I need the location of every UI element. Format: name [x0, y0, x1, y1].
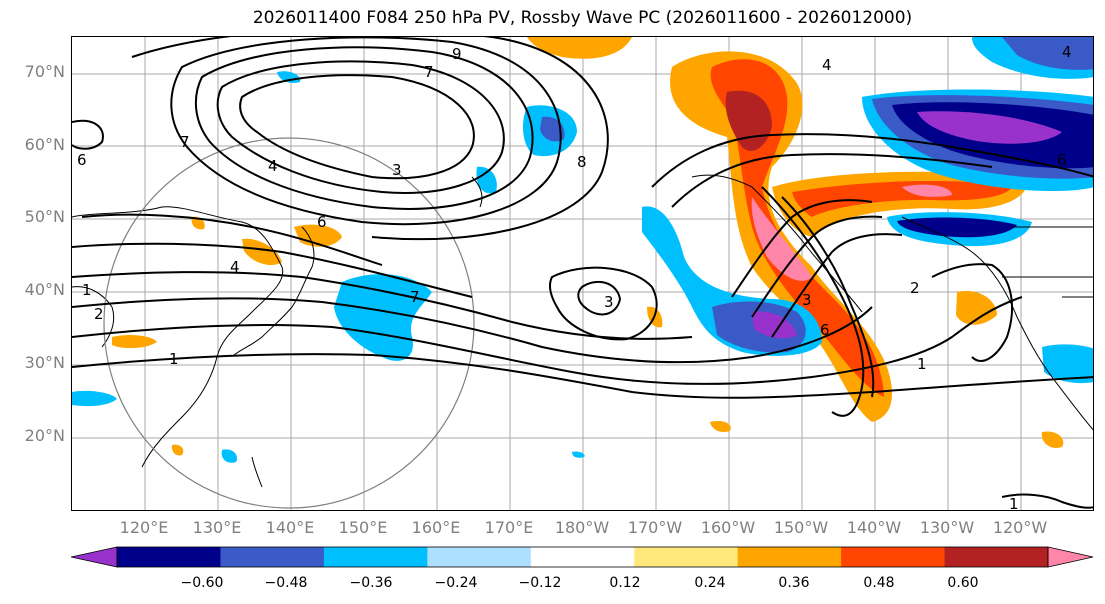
contour-label: 4 — [268, 157, 278, 175]
lon-label: 120°W — [992, 518, 1048, 537]
colorbar-tick: −0.12 — [518, 575, 562, 591]
colorbar-segment — [323, 547, 428, 567]
contour-label: 1 — [169, 350, 179, 368]
reference-circle — [103, 137, 475, 509]
colorbar-tick: −0.60 — [180, 575, 224, 591]
lon-label: 120°E — [119, 518, 169, 537]
contour-label: 7 — [410, 288, 420, 306]
contour-labels: 9 7 4 7 8 6 6 4 3 1 2 1 4 4 7 3 3 6 2 1 … — [77, 43, 1072, 511]
lon-label: 180°W — [554, 518, 610, 537]
shading-positive — [112, 37, 1064, 456]
colorbar-segment — [427, 547, 532, 567]
contour-label: 1 — [917, 355, 927, 373]
map-panel[interactable]: 9 7 4 7 8 6 6 4 3 1 2 1 4 4 7 3 3 6 2 1 … — [71, 36, 1094, 511]
lon-label: 150°W — [773, 518, 829, 537]
contour-label: 4 — [1062, 43, 1072, 61]
colorbar — [71, 546, 1094, 568]
colorbar-tick: −0.36 — [349, 575, 393, 591]
lon-label: 130°W — [919, 518, 975, 537]
colorbar-segment — [634, 547, 739, 567]
colorbar-segment — [530, 547, 635, 567]
lon-label: 170°E — [484, 518, 534, 537]
contour-label: 2 — [910, 279, 920, 297]
contour-label: 3 — [604, 293, 614, 311]
contour-label: 4 — [230, 258, 240, 276]
colorbar-tick: −0.48 — [264, 575, 308, 591]
colorbar-tick: 0.60 — [947, 575, 979, 591]
colorbar-segment — [117, 547, 221, 567]
lon-label: 160°W — [700, 518, 756, 537]
lat-label: 60°N — [24, 135, 65, 154]
colorbar-outline — [116, 546, 1049, 568]
contour-label: 1 — [1009, 495, 1019, 511]
colorbar-min-arrow — [71, 546, 118, 568]
lat-label: 30°N — [24, 353, 65, 372]
colorbar-segment — [220, 547, 325, 567]
contour-label: 6 — [77, 151, 87, 169]
contour-label: 2 — [94, 305, 104, 323]
colorbar-tick: 0.36 — [778, 575, 810, 591]
contour-label: 3 — [802, 291, 812, 309]
lat-label: 70°N — [24, 62, 65, 81]
contour-label: 7 — [180, 133, 190, 151]
lon-label: 130°E — [192, 518, 242, 537]
colorbar-segment — [944, 547, 1049, 567]
colorbar-segment — [737, 547, 842, 567]
contour-label: 4 — [822, 56, 832, 74]
lon-label: 140°E — [265, 518, 315, 537]
colorbar-max-arrow — [1047, 546, 1094, 568]
colorbar-tick: −0.24 — [434, 575, 478, 591]
contour-label: 1 — [82, 281, 92, 299]
lon-label: 140°W — [846, 518, 902, 537]
colorbar-tick: 0.12 — [609, 575, 641, 591]
lat-label: 40°N — [24, 280, 65, 299]
contour-label: 7 — [424, 63, 434, 81]
lon-label: 150°E — [338, 518, 388, 537]
lat-label: 20°N — [24, 426, 65, 445]
contour-label: 9 — [452, 45, 462, 63]
contour-label: 8 — [577, 153, 587, 171]
colorbar-segment — [841, 547, 946, 567]
map-title: 2026011400 F084 250 hPa PV, Rossby Wave … — [252, 8, 913, 28]
contour-label: 6 — [1057, 151, 1067, 169]
contour-label: 3 — [392, 161, 402, 179]
pv-map: 9 7 4 7 8 6 6 4 3 1 2 1 4 4 7 3 3 6 2 1 … — [72, 37, 1093, 511]
colorbar-tick: 0.48 — [863, 575, 895, 591]
contour-label: 6 — [317, 213, 327, 231]
shading-negative — [72, 37, 1093, 463]
lon-label: 170°W — [627, 518, 683, 537]
lon-label: 160°E — [411, 518, 461, 537]
lat-label: 50°N — [24, 207, 65, 226]
pv-contours — [72, 37, 1093, 509]
colorbar-tick: 0.24 — [694, 575, 726, 591]
contour-label: 6 — [820, 321, 830, 339]
